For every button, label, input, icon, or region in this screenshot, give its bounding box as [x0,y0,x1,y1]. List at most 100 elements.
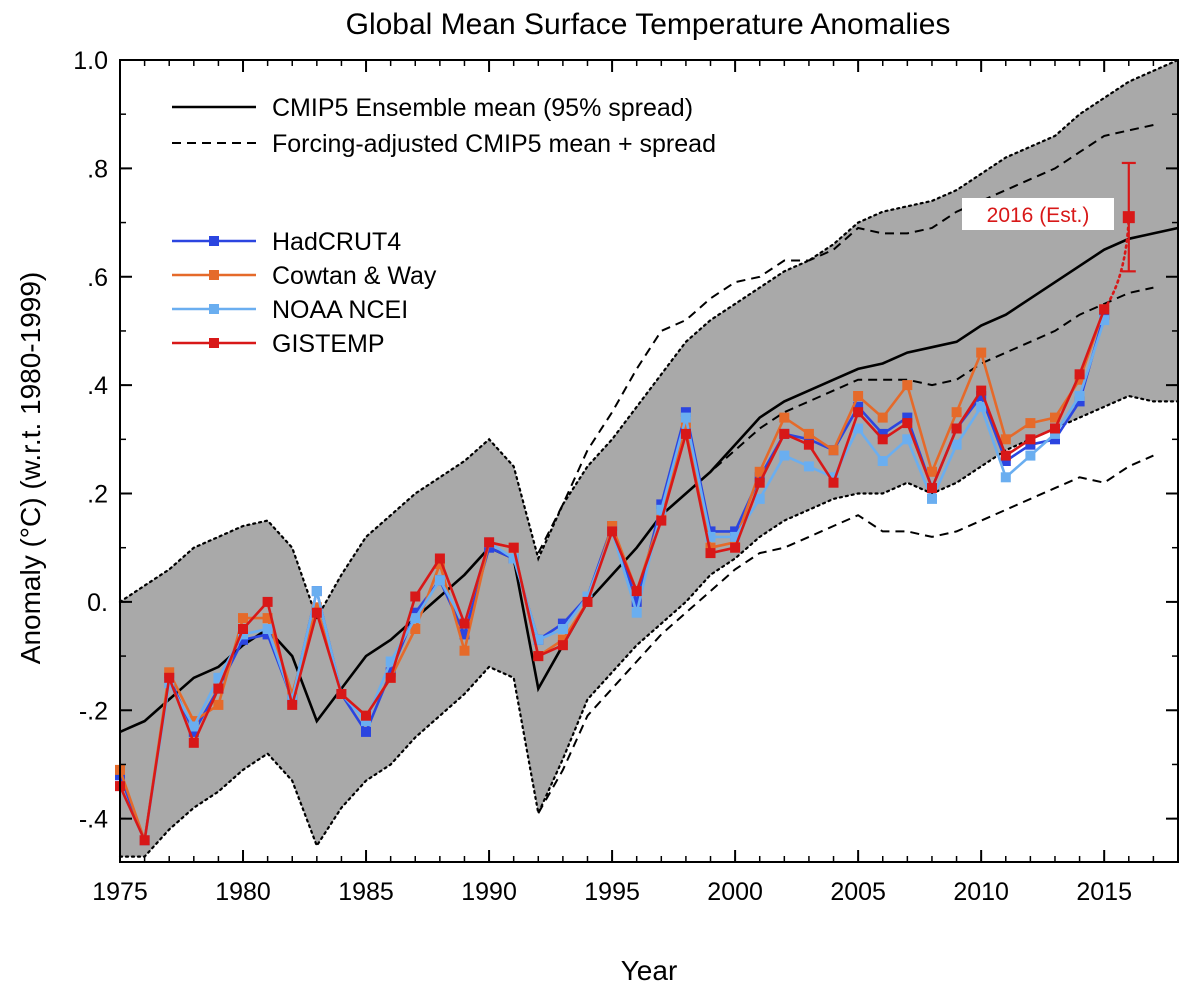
series-point-noaa-ncei [557,624,568,634]
series-point-gistemp [976,385,987,396]
series-point-noaa-ncei [1099,315,1110,326]
y-tick-label: .8 [87,155,108,183]
series-point-gistemp [410,591,421,602]
series-point-noaa-ncei [803,461,814,472]
x-tick-label: 2010 [953,878,1009,906]
y-tick-label: .2 [87,481,108,509]
x-tick-label: 1980 [215,878,271,906]
series-point-gistemp [361,710,371,721]
series-point-noaa-ncei [976,401,987,412]
series-point-hadcrut4 [631,596,642,607]
series-point-cowtan-way [213,699,224,710]
x-tick-label: 1990 [461,878,517,906]
series-point-noaa-ncei [213,672,224,683]
series-point-noaa-ncei [927,493,937,504]
series-point-hadcrut4 [803,434,814,445]
series-point-hadcrut4 [557,618,568,629]
series-point-cowtan-way [853,391,864,401]
series-point-cowtan-way [803,428,814,439]
y-tick-label: -.2 [79,697,108,725]
series-point-noaa-ncei [779,450,790,461]
series-point-cowtan-way [779,412,790,423]
x-tick-label: 2005 [830,878,886,906]
model-spread-band [120,60,1178,857]
x-axis-title: Year [621,955,678,986]
series-point-gistemp [656,515,667,526]
series-point-gistemp [951,423,962,434]
axes: 1.0 .8 .6 .4 .2 0. -.2 -.4 1975 1980 1985 1990 1995 2… [73,47,1179,906]
y-tick-label: .4 [87,372,108,400]
series-point-noaa-ncei [385,656,396,667]
series-point-cowtan-way [557,634,568,645]
series-point-hadcrut4 [1000,456,1011,466]
series-point-noaa-ncei [582,591,593,602]
series-point-cowtan-way [459,645,470,656]
series-point-cowtan-way [410,624,421,634]
series-point-noaa-ncei [631,607,642,618]
series-point-gistemp [385,672,396,683]
series-point-gistemp [754,477,765,488]
series-point-gistemp [262,596,273,607]
series-point-cowtan-way [1074,374,1085,385]
series-point-noaa-ncei [680,412,691,423]
series-point-noaa-ncei [434,575,445,586]
series-point-noaa-ncei [951,439,962,450]
legend-label-ensemble-mean: CMIP5 Ensemble mean (95% spread) [272,94,693,122]
ensemble-mean-line [119,226,1179,734]
series-point-noaa-ncei [361,716,371,727]
series-point-gistemp [730,542,741,553]
series-point-noaa-ncei [508,553,519,564]
adjusted-mean-line [537,286,1154,690]
series-point-gistemp [877,434,888,445]
series-point-noaa-ncei [656,504,667,515]
estimate-label: 2016 (Est.) [987,204,1090,227]
series-point-cowtan-way [877,412,888,423]
series-point-cowtan-way [188,716,199,727]
series-point-gistemp [484,537,495,548]
series-point-cowtan-way [1025,418,1036,429]
series-point-noaa-ncei [262,624,273,634]
series-point-gistemp [164,672,175,683]
series-point-cowtan-way [951,407,962,418]
spread-upper-bound-line [118,58,1180,621]
series-point-gistemp [336,689,347,699]
series-point-hadcrut4 [1050,434,1060,445]
series-point-cowtan-way [730,537,741,548]
series-point-hadcrut4 [902,412,913,423]
series-point-gistemp [779,428,790,439]
series-point-noaa-ncei [877,456,888,466]
chart-title: Global Mean Surface Temperature Anomalie… [346,8,951,41]
legend-label-hadcrut4: HadCRUT4 [272,228,401,256]
series-point-hadcrut4 [1025,439,1036,450]
series-point-hadcrut4 [730,526,741,537]
legend: CMIP5 Ensemble mean (95% spread) Forcing-… [172,94,716,358]
series-point-hadcrut4 [385,667,396,678]
series-point-gistemp [1025,434,1036,445]
series-point-gistemp [533,651,544,662]
series-gistemp [115,304,1110,846]
series-point-hadcrut4 [262,629,273,640]
series-point-hadcrut4 [680,407,691,418]
series-point-gistemp [705,548,716,559]
series-point-noaa-ncei [1000,472,1011,483]
series-point-gistemp [1050,423,1060,434]
series-point-noaa-ncei [853,423,864,434]
series-point-gistemp [803,439,814,450]
series-point-gistemp [680,428,691,439]
series-point-noaa-ncei [1074,391,1085,401]
series-point-cowtan-way [434,559,445,569]
series-point-hadcrut4 [656,499,667,510]
adjusted-lower-line [537,454,1154,814]
x-tick-label: 2000 [707,878,763,906]
series-point-gistemp [287,699,298,710]
series-point-gistemp [1000,450,1011,461]
plot-area: 2016 (Est.) [115,58,1180,858]
series-point-gistemp [459,618,470,629]
adjusted-upper-line [537,124,1154,554]
y-tick-label: 0. [87,589,108,617]
legend-label-gistemp: GISTEMP [272,330,385,358]
series-point-noaa-ncei [410,613,421,624]
series-point-hadcrut4 [238,634,248,645]
